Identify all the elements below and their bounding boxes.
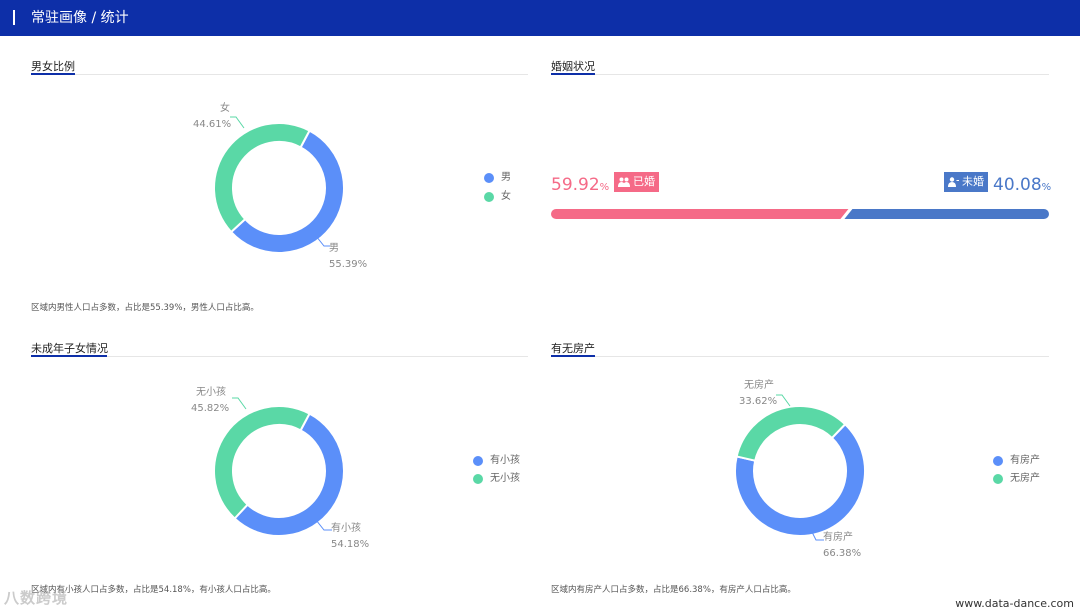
section-title-marriage: 婚姻状况 [551,60,595,73]
house-summary-note: 区域内有房产人口占多数，占比是66.38%，有房产人口占比高。 [551,585,796,595]
label-has-house-percent: 66.38% [823,548,862,559]
legend-label: 有小孩 [490,455,520,466]
legend-item-no-house[interactable]: 无房产 [993,473,1040,485]
label-no-child-percent: 45.82% [191,403,230,414]
married-tag: 已婚 [614,172,659,192]
section-divider [31,74,528,75]
site-watermark: www.data-dance.com [955,597,1074,610]
legend-item-has-child[interactable]: 有小孩 [473,455,520,467]
donut-slice-无房产[interactable] [735,405,847,462]
single-tag: 未婚 [944,172,988,192]
single-percent: 40.08% [993,175,1051,198]
marriage-progress-bar [551,209,1049,219]
married-tag-label: 已婚 [633,175,655,188]
donut-slice-无小孩[interactable] [213,405,311,520]
label-male-name: 男 [329,243,339,254]
page-title: 常驻画像 / 统计 [31,10,129,26]
married-percent-unit: % [599,182,610,193]
single-percent-value: 40.08 [993,175,1042,195]
legend-dot-female [484,192,494,202]
single-tag-label: 未婚 [962,175,984,188]
label-no-child-name: 无小孩 [196,387,226,398]
legend-dot-no-child [473,474,483,484]
label-has-child-percent: 54.18% [331,539,370,550]
label-female-name: 女 [220,103,230,114]
section-title-underline [551,355,595,357]
header-accent-bar [13,10,15,25]
married-bar-segment [551,209,849,219]
single-percent-unit: % [1041,182,1052,193]
legend-dot-has-child [473,456,483,466]
legend-item-no-child[interactable]: 无小孩 [473,473,520,485]
section-divider [551,74,1049,75]
married-percent-value: 59.92 [551,175,600,195]
married-percent: 59.92% [551,175,609,198]
leader-line-male [315,236,330,247]
logo-watermark: 八数跨境 [4,589,69,607]
leader-line-has-child [315,520,332,531]
label-has-child-name: 有小孩 [331,523,361,534]
legend-dot-male [484,173,494,183]
section-title-underline [31,355,107,357]
legend-item-has-house[interactable]: 有房产 [993,455,1040,467]
legend-item-male[interactable]: 男 [484,172,511,184]
donut-slice-女[interactable] [213,122,311,234]
gender-summary-note: 区域内男性人口占多数，占比是55.39%，男性人口占比高。 [31,303,259,313]
leader-line-female [230,116,245,129]
section-divider [551,356,1049,357]
label-has-house-name: 有房产 [823,532,853,543]
legend-label: 男 [501,172,511,183]
section-title-children: 未成年子女情况 [31,342,108,355]
section-divider [31,356,528,357]
house-donut-chart [734,405,866,537]
legend-label: 无小孩 [490,473,520,484]
leader-line-no-house [776,394,791,407]
children-summary-note: 区域内有小孩人口占多数，占比是54.18%，有小孩人口占比高。 [31,585,276,595]
section-title-underline [31,73,75,75]
label-male-percent: 55.39% [329,259,368,270]
leader-line-has-house [811,532,824,541]
person-icon [948,177,959,187]
section-title-underline [551,73,595,75]
legend-label: 有房产 [1010,455,1040,466]
label-no-house-name: 无房产 [744,380,774,391]
couple-icon [618,177,630,187]
legend-item-female[interactable]: 女 [484,191,511,203]
legend-label: 无房产 [1010,473,1040,484]
donut-slice-有房产[interactable] [734,422,866,537]
legend-dot-no-house [993,474,1003,484]
label-female-percent: 44.61% [193,119,232,130]
single-bar-segment [844,209,1049,219]
leader-line-no-child [232,397,247,410]
top-header-bar: 常驻画像 / 统计 [0,0,1080,36]
children-donut-chart [213,405,345,537]
section-title-gender: 男女比例 [31,60,75,73]
label-no-house-percent: 33.62% [739,396,778,407]
legend-dot-has-house [993,456,1003,466]
legend-label: 女 [501,191,511,202]
donut-slice-男[interactable] [229,129,345,254]
section-title-house: 有无房产 [551,342,595,355]
gender-donut-chart [213,122,345,254]
donut-slice-有小孩[interactable] [233,412,345,537]
